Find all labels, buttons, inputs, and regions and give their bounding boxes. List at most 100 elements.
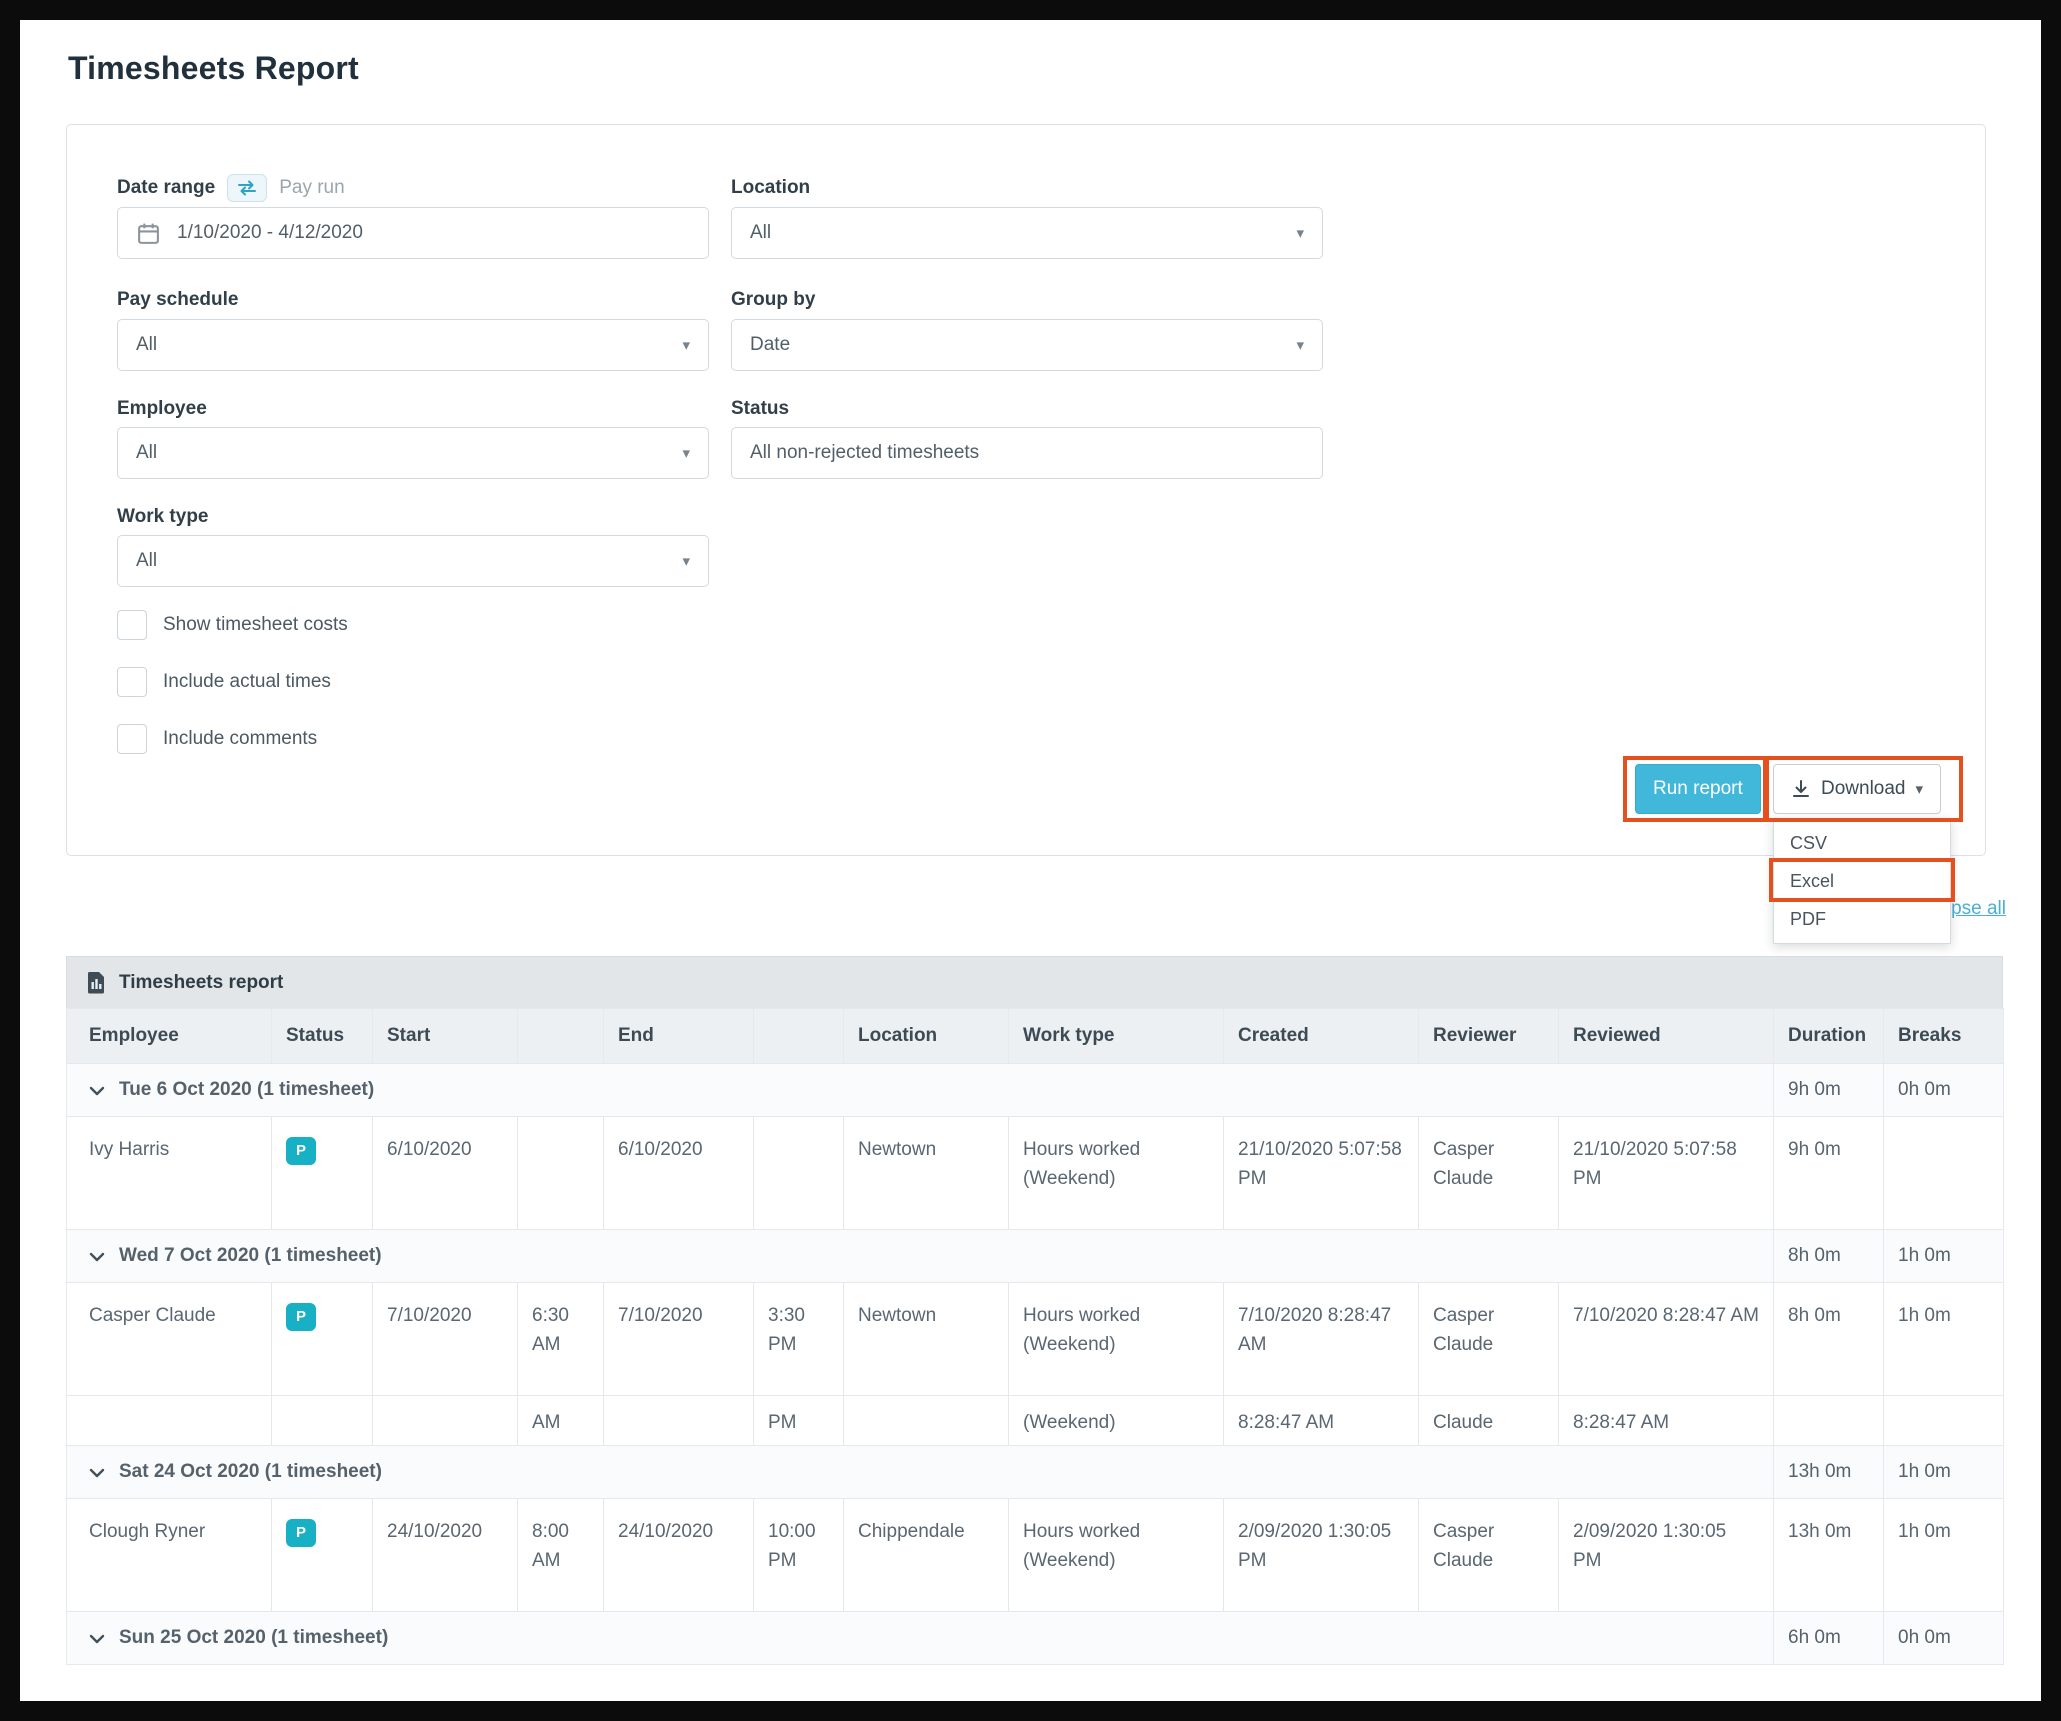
cell: 13h 0m	[1773, 1498, 1884, 1612]
cell: 7/10/2020 8:28:47 AM	[1223, 1282, 1419, 1396]
pay-schedule-label: Pay schedule	[117, 289, 239, 310]
col-reviewed: Reviewed	[1558, 1008, 1774, 1064]
chevron-down-icon[interactable]	[89, 1080, 105, 1102]
location-select[interactable]: All ▾	[731, 207, 1323, 259]
filter-panel: Date range Pay run 1/10/2020 - 4/12/2020…	[66, 124, 1986, 856]
group-by-select[interactable]: Date ▾	[731, 319, 1323, 371]
col-status: Status	[271, 1008, 373, 1064]
group-breaks: 0h 0m	[1883, 1063, 2004, 1117]
cell	[517, 1116, 604, 1230]
status-value: All non-rejected timesheets	[750, 442, 980, 463]
cell: 24/10/2020	[372, 1498, 518, 1612]
caret-down-icon: ▾	[682, 445, 690, 462]
cell: 10:00 PM	[753, 1498, 844, 1612]
col-employee: Employee	[66, 1008, 272, 1064]
employee-select[interactable]: All ▾	[117, 427, 709, 479]
cell: 8:00 AM	[517, 1498, 604, 1612]
col-start-time	[517, 1008, 604, 1064]
group-duration: 8h 0m	[1773, 1229, 1884, 1283]
group-duration: 6h 0m	[1773, 1611, 1884, 1665]
cell	[1883, 1395, 2004, 1446]
cell	[1773, 1395, 1884, 1446]
cell	[1883, 1116, 2004, 1230]
cell	[66, 1395, 272, 1446]
cell: Casper Claude	[66, 1282, 272, 1396]
cell: 6:30 AM	[517, 1282, 604, 1396]
cell: 9h 0m	[1773, 1116, 1884, 1230]
group-breaks: 1h 0m	[1883, 1229, 2004, 1283]
cell: 1h 0m	[1883, 1498, 2004, 1612]
location-label: Location	[731, 177, 811, 198]
pay-run-label[interactable]: Pay run	[279, 177, 345, 198]
cell: 2/09/2020 1:30:05 PM	[1558, 1498, 1774, 1612]
calendar-icon	[136, 221, 161, 246]
menu-item-excel[interactable]: Excel	[1790, 870, 1835, 891]
report-titlebar: Timesheets report	[66, 956, 2003, 1008]
app-window: Timesheets Report Date range Pay run 1/1…	[20, 20, 2041, 1701]
chevron-down-icon[interactable]	[89, 1462, 105, 1484]
work-type-label: Work type	[117, 506, 209, 527]
date-range-input[interactable]: 1/10/2020 - 4/12/2020	[117, 207, 709, 259]
timesheet-row: Casper Claude P 7/10/2020 6:30 AM 7/10/2020 3…	[66, 1282, 2004, 1396]
cell: Newtown	[843, 1116, 1009, 1230]
cell: 3:30 PM	[753, 1282, 844, 1396]
group-breaks: 1h 0m	[1883, 1445, 2004, 1499]
col-end-time	[753, 1008, 844, 1064]
date-range-value: 1/10/2020 - 4/12/2020	[177, 222, 363, 243]
col-reviewer: Reviewer	[1418, 1008, 1559, 1064]
status-cell: P	[271, 1498, 373, 1612]
work-type-select[interactable]: All ▾	[117, 535, 709, 587]
status-badge: P	[286, 1137, 316, 1165]
cell: PM	[753, 1395, 844, 1446]
cell: Casper Claude	[1418, 1282, 1559, 1396]
group-toggle[interactable]: Wed 7 Oct 2020 (1 timesheet)	[66, 1229, 1774, 1283]
employee-label: Employee	[117, 398, 207, 419]
swap-arrows-icon[interactable]	[227, 174, 268, 202]
cell	[372, 1395, 518, 1446]
cell	[271, 1395, 373, 1446]
cell	[843, 1395, 1009, 1446]
status-badge: P	[286, 1519, 316, 1547]
col-breaks: Breaks	[1883, 1008, 2004, 1064]
report-file-icon	[87, 971, 106, 994]
cell: AM	[517, 1395, 604, 1446]
menu-item-pdf[interactable]: PDF	[1790, 908, 1826, 929]
status-cell: P	[271, 1116, 373, 1230]
run-report-button[interactable]: Run report	[1635, 764, 1761, 814]
checkbox-box[interactable]	[117, 724, 147, 754]
pay-schedule-select[interactable]: All ▾	[117, 319, 709, 371]
date-range-label[interactable]: Date range	[117, 177, 216, 198]
group-label: Sun 25 Oct 2020 (1 timesheet)	[119, 1626, 389, 1648]
status-input[interactable]: All non-rejected timesheets	[731, 427, 1323, 479]
group-toggle[interactable]: Sun 25 Oct 2020 (1 timesheet)	[66, 1611, 1774, 1665]
group-label: Wed 7 Oct 2020 (1 timesheet)	[119, 1244, 382, 1266]
col-end: End	[603, 1008, 754, 1064]
cell: 7/10/2020	[603, 1282, 754, 1396]
status-cell: P	[271, 1282, 373, 1396]
group-toggle[interactable]: Tue 6 Oct 2020 (1 timesheet)	[66, 1063, 1774, 1117]
caret-down-icon: ▾	[1915, 781, 1924, 798]
pay-schedule-value: All	[136, 334, 158, 355]
timesheets-table: Employee Status Start End Location Work …	[66, 1008, 2004, 1665]
col-duration: Duration	[1773, 1008, 1884, 1064]
cell	[603, 1395, 754, 1446]
work-type-value: All	[136, 550, 158, 571]
cell: 7/10/2020	[372, 1282, 518, 1396]
checkbox-box[interactable]	[117, 667, 147, 697]
menu-item-csv[interactable]: CSV	[1790, 832, 1828, 853]
download-icon	[1791, 779, 1811, 799]
download-button[interactable]: Download ▾	[1773, 764, 1942, 814]
chevron-down-icon[interactable]	[89, 1246, 105, 1268]
page-title: Timesheets Report	[68, 50, 359, 86]
include-comments-checkbox[interactable]: Include comments	[117, 724, 317, 754]
group-duration: 9h 0m	[1773, 1063, 1884, 1117]
group-by-label: Group by	[731, 289, 816, 310]
chevron-down-icon[interactable]	[89, 1628, 105, 1650]
cell: 6/10/2020	[372, 1116, 518, 1230]
show-timesheet-costs-checkbox[interactable]: Show timesheet costs	[117, 610, 348, 640]
employee-value: All	[136, 442, 158, 463]
report-section: Timesheets report Employee Status Start …	[66, 956, 2004, 1665]
checkbox-box[interactable]	[117, 610, 147, 640]
group-toggle[interactable]: Sat 24 Oct 2020 (1 timesheet)	[66, 1445, 1774, 1499]
include-actual-times-checkbox[interactable]: Include actual times	[117, 667, 331, 697]
